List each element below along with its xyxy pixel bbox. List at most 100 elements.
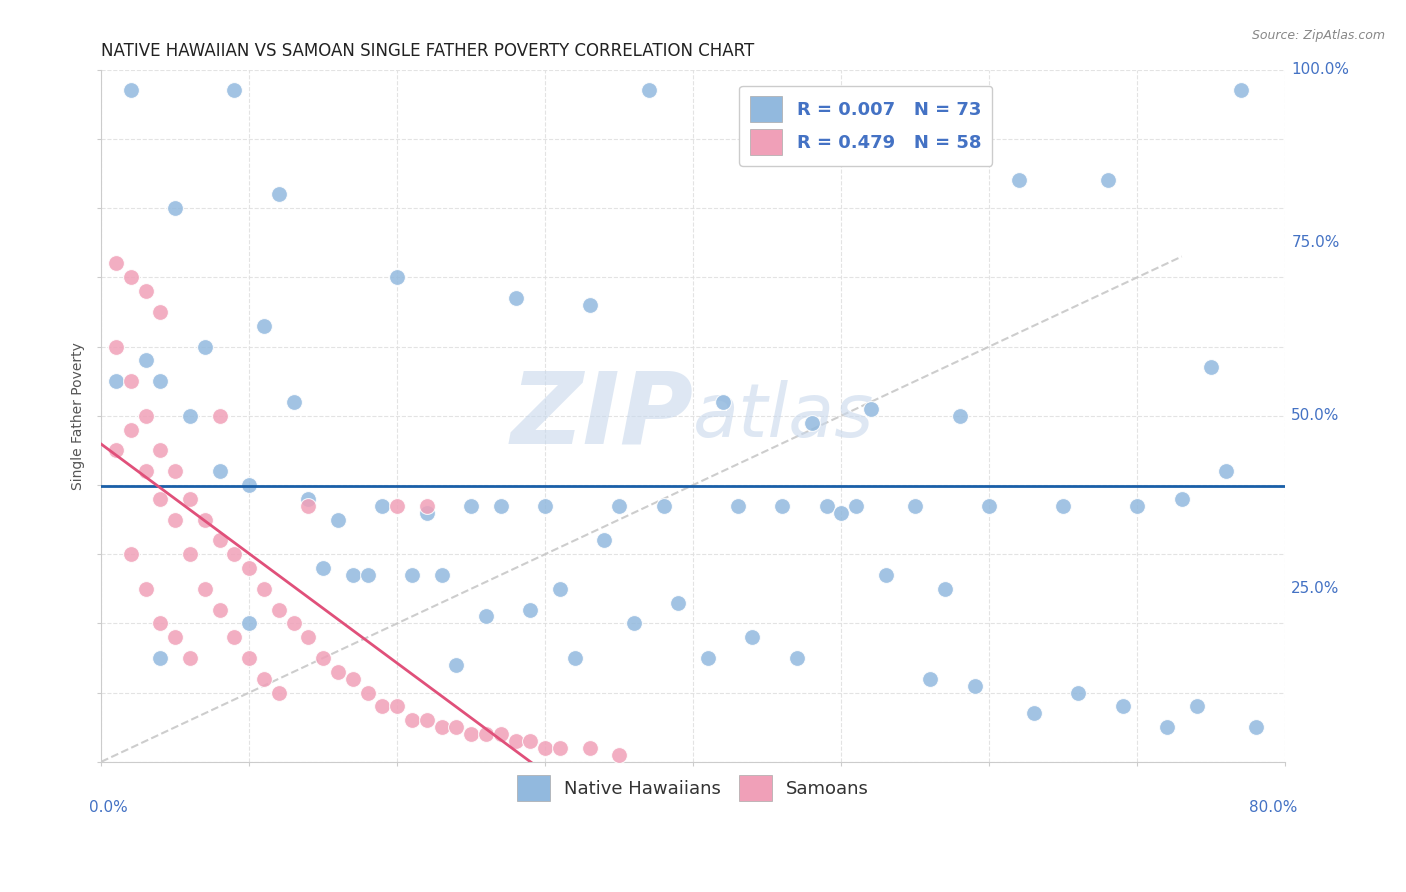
Point (934, 582, 956, 596)
Point (149, 305, 172, 319)
Point (165, 464, 187, 478)
Point (460, 499, 482, 513)
Point (1126, 499, 1149, 513)
Point (120, 374, 142, 388)
Point (446, 657, 468, 672)
Point (475, 609, 498, 624)
Point (253, 318, 276, 333)
Point (179, 651, 201, 665)
Point (638, 83, 661, 97)
Point (652, 499, 675, 513)
Point (165, 201, 187, 215)
Text: atlas: atlas (693, 380, 875, 451)
Point (135, 464, 157, 478)
Point (238, 616, 260, 631)
Point (149, 491, 172, 506)
Point (224, 547, 246, 561)
Point (815, 499, 838, 513)
Point (105, 374, 128, 388)
Point (564, 651, 586, 665)
Point (253, 582, 276, 596)
Point (387, 499, 409, 513)
Point (519, 734, 541, 748)
Point (194, 582, 217, 596)
Point (149, 443, 172, 458)
Point (1097, 173, 1119, 187)
Point (1111, 699, 1133, 714)
Point (548, 582, 571, 596)
Point (489, 727, 512, 741)
Point (267, 187, 290, 202)
Point (105, 256, 128, 270)
Text: 50.0%: 50.0% (1291, 409, 1340, 423)
Point (460, 727, 482, 741)
Point (475, 727, 498, 741)
Legend: Native Hawaiians, Samoans: Native Hawaiians, Samoans (506, 764, 880, 812)
Point (371, 699, 394, 714)
Point (578, 740, 600, 755)
Point (875, 568, 897, 582)
Point (401, 713, 423, 727)
Point (120, 83, 142, 97)
Point (194, 512, 217, 526)
Point (224, 630, 246, 644)
Text: 80.0%: 80.0% (1249, 800, 1298, 815)
Point (1171, 491, 1194, 506)
Point (489, 499, 512, 513)
Point (1067, 685, 1090, 699)
Point (1215, 464, 1237, 478)
Point (149, 651, 172, 665)
Point (668, 596, 690, 610)
Point (356, 568, 378, 582)
Point (267, 602, 290, 616)
Point (416, 499, 439, 513)
Text: Source: ZipAtlas.com: Source: ZipAtlas.com (1251, 29, 1385, 43)
Point (283, 395, 305, 409)
Point (135, 284, 157, 298)
Point (534, 499, 557, 513)
Point (135, 409, 157, 423)
Point (593, 533, 616, 548)
Point (401, 568, 423, 582)
Text: ZIP: ZIP (510, 368, 693, 464)
Text: 75.0%: 75.0% (1291, 235, 1340, 250)
Point (253, 672, 276, 686)
Point (238, 478, 260, 492)
Point (120, 270, 142, 285)
Point (519, 602, 541, 616)
Point (179, 409, 201, 423)
Point (800, 416, 823, 430)
Point (1230, 83, 1253, 97)
Point (1008, 173, 1031, 187)
Point (430, 720, 453, 734)
Point (120, 423, 142, 437)
Point (727, 499, 749, 513)
Point (416, 506, 439, 520)
Point (1156, 720, 1178, 734)
Point (963, 679, 986, 693)
Point (770, 499, 793, 513)
Point (371, 499, 394, 513)
Point (326, 512, 349, 526)
Point (120, 547, 142, 561)
Point (267, 685, 290, 699)
Point (283, 616, 305, 631)
Point (1185, 699, 1208, 714)
Point (505, 734, 527, 748)
Point (430, 568, 453, 582)
Point (224, 83, 246, 97)
Point (979, 499, 1001, 513)
Text: 25.0%: 25.0% (1291, 582, 1340, 596)
Point (711, 395, 734, 409)
Point (845, 499, 868, 513)
Point (105, 339, 128, 353)
Point (208, 602, 231, 616)
Point (297, 491, 319, 506)
Point (342, 568, 364, 582)
Point (312, 561, 335, 575)
Point (194, 339, 217, 353)
Point (208, 409, 231, 423)
Point (165, 630, 187, 644)
Point (149, 616, 172, 631)
Point (920, 672, 942, 686)
